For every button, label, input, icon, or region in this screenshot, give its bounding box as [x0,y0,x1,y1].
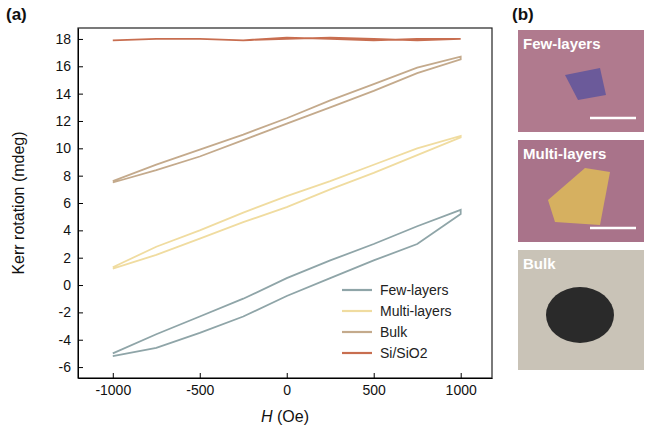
x-tick-mark [113,373,114,378]
y-tick: 6 [63,195,83,211]
y-tick-mark [78,176,83,177]
x-tick: -500 [186,373,214,398]
series-line [113,38,461,41]
y-tick-mark [78,258,83,259]
image-label: Bulk [523,255,556,272]
legend-swatch [342,310,372,312]
y-tick: -4 [59,332,83,348]
y-tick-mark [78,312,83,313]
y-tick: 0 [63,277,83,293]
scale-bar [590,227,636,230]
y-tick-mark [78,285,83,286]
x-tick-mark [287,373,288,378]
y-axis: -6 -4 -2 0 2 4 6 8 10 12 14 16 18 [55,29,83,379]
y-tick-label: 16 [55,58,71,74]
legend: Few-layers Multi-layers Bulk Si/SiO2 [342,282,452,361]
y-tick-mark [78,230,83,231]
y-tick-mark [78,148,83,149]
image-panel: Multi-layers [518,140,644,242]
image-panel: Bulk [518,250,644,370]
x-axis-title: H (Oe) [261,408,309,425]
y-tick: 14 [55,86,83,102]
series-line [113,57,461,183]
x-tick-label: -500 [186,382,214,398]
x-axis: -1000 -500 0 500 1000 [79,373,493,398]
series-line [113,210,461,356]
y-tick-label: 18 [55,31,71,47]
scale-bar [590,117,636,120]
y-tick: 12 [55,113,83,129]
y-tick-label: 2 [63,250,71,266]
y-tick-label: 0 [63,277,71,293]
y-tick: 10 [55,140,83,156]
legend-label: Bulk [380,324,408,340]
y-tick: 4 [63,222,83,238]
x-tick-mark [374,373,375,378]
image-label: Few-layers [523,35,601,52]
x-tick: 1000 [446,373,477,398]
panel-letter: (b) [512,5,534,24]
y-tick-mark [78,39,83,40]
y-tick: 8 [63,168,83,184]
x-tick: -1000 [95,373,131,398]
series-line [113,136,461,269]
legend-label: Multi-layers [380,303,452,319]
flake [565,68,606,100]
y-tick-label: -6 [59,359,72,375]
legend-swatch [342,352,372,354]
legend-swatch [342,331,372,333]
y-tick: 16 [55,58,83,74]
x-tick-label: 500 [363,382,387,398]
image-background [518,140,644,242]
y-tick: -6 [59,359,83,375]
x-tick-mark [200,373,201,378]
x-tick-label: -1000 [95,382,131,398]
panel-letter: (a) [6,5,27,24]
y-tick-label: 12 [55,113,71,129]
y-tick-label: 10 [55,140,71,156]
figure: -1000 -500 0 500 1000 -6 -4 -2 0 2 4 6 8 10 12 14 16 18 H … [0,0,652,437]
y-tick-label: -2 [59,304,72,320]
flake [548,168,610,225]
image-background [518,250,644,370]
crystal [546,287,614,343]
y-tick-mark [78,203,83,204]
image-label: Multi-layers [523,145,606,162]
y-tick-label: 4 [63,222,71,238]
y-tick: 18 [55,31,83,47]
y-tick-mark [78,367,83,368]
legend-swatch [342,289,372,291]
y-tick-mark [78,121,83,122]
x-tick-label: 0 [283,382,291,398]
y-tick-mark [78,66,83,67]
y-tick-label: 14 [55,86,71,102]
y-tick-label: -4 [59,332,72,348]
legend-label: Few-layers [380,282,448,298]
x-tick: 0 [283,373,291,398]
x-tick-mark [461,373,462,378]
legend-label: Si/SiO2 [380,345,428,361]
image-panel: Few-layers [518,30,644,132]
x-tick: 500 [363,373,387,398]
plot-frame [78,28,492,378]
image-background [518,30,644,132]
y-tick-mark [78,94,83,95]
y-tick-label: 6 [63,195,71,211]
x-axis-line [79,378,493,379]
y-axis-title: Kerr rotation (mdeg) [10,131,27,274]
y-tick-mark [78,340,83,341]
y-tick: 2 [63,250,83,266]
x-tick-label: 1000 [446,382,477,398]
y-tick: -2 [59,304,83,320]
plot-lines [113,38,461,357]
y-tick-label: 8 [63,168,71,184]
